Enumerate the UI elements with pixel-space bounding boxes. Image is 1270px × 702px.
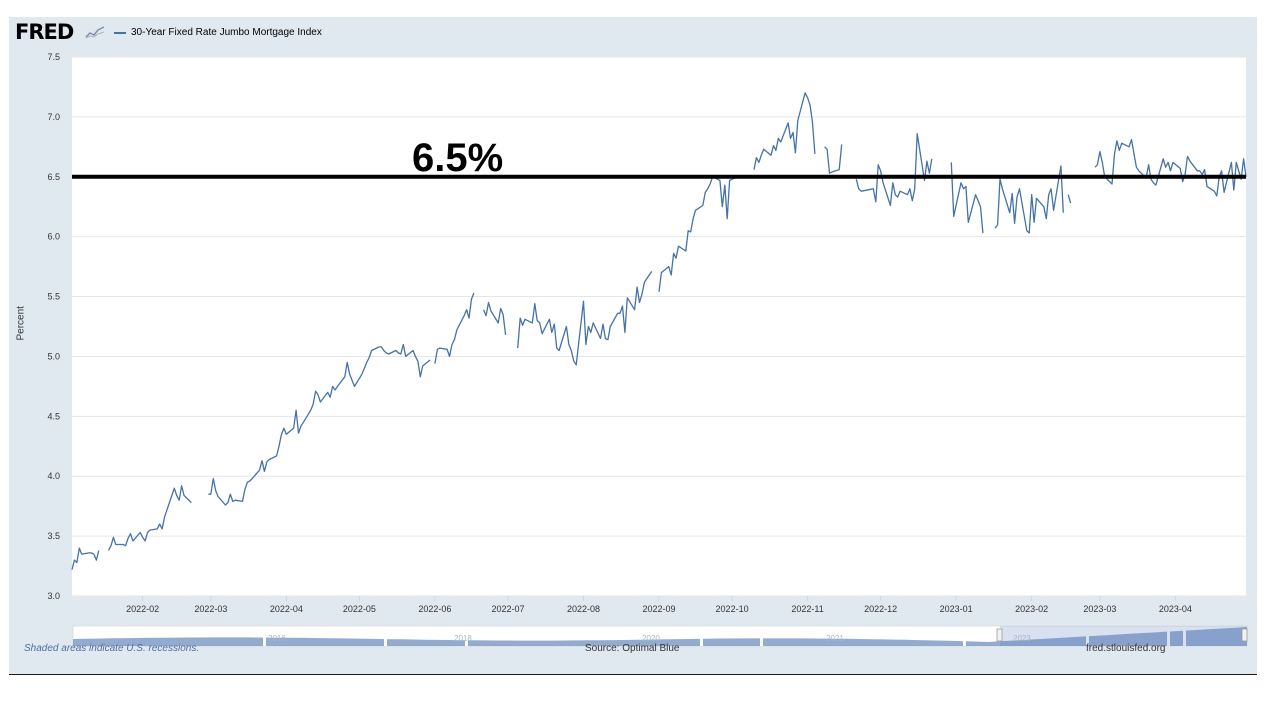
series-line-segment <box>994 165 1064 234</box>
x-tick-label: 2023-02 <box>1015 604 1048 614</box>
navigator-recession-gap <box>1086 628 1089 646</box>
x-axis: 2022-02 2022-03 2022-04 2022-05 2022-06 2022-… <box>126 596 1192 614</box>
navigator-recession-gap <box>760 628 763 646</box>
y-tick-label: 6.0 <box>47 232 60 242</box>
y-tick-label: 6.5 <box>47 172 60 182</box>
x-tick-label: 2022-09 <box>642 604 675 614</box>
x-tick-label: 2022-08 <box>567 604 600 614</box>
y-tick-label: 3.5 <box>47 531 60 541</box>
y-tick-label: 4.5 <box>47 411 60 421</box>
y-tick-label: 7.0 <box>47 112 60 122</box>
series-line-segment <box>855 133 933 207</box>
x-tick-label: 2022-10 <box>716 604 749 614</box>
source-note: Source: Optimal Blue <box>585 643 680 654</box>
navigator-selection <box>1000 626 1247 646</box>
x-tick-label: 2022-06 <box>418 604 451 614</box>
x-tick-label: 2022-02 <box>126 604 159 614</box>
x-tick-label: 2022-05 <box>343 604 376 614</box>
navigator: 2016 2018 2020 2021 2023 <box>72 625 1248 647</box>
y-tick-label: 3.0 <box>47 591 60 601</box>
x-tick-label: 2023-01 <box>940 604 973 614</box>
annotation-group: 6.5% <box>72 136 1246 180</box>
recession-note: Shaded areas indicate U.S. recessions. <box>24 643 200 654</box>
navigator-recession-gap <box>465 628 468 646</box>
series-line-segment <box>658 176 738 292</box>
reference-line-label: 6.5% <box>412 136 503 180</box>
x-tick-label: 2022-11 <box>791 604 823 614</box>
series-line-segment <box>208 343 431 506</box>
legend[interactable]: 30-Year Fixed Rate Jumbo Mortgage Index <box>114 27 322 38</box>
navigator-left-handle <box>996 628 1003 642</box>
x-tick-label: 2022-03 <box>194 604 227 614</box>
navigator-year-label: 2021 <box>826 634 844 643</box>
plot-background <box>72 57 1246 596</box>
y-tick-label: 4.0 <box>47 471 60 481</box>
series-line-segment <box>753 92 816 170</box>
series-line-segment <box>434 292 475 364</box>
navigator-year-label: 2023 <box>1013 634 1031 643</box>
series-line-segment <box>107 485 192 551</box>
series-line-segment <box>1067 194 1072 204</box>
x-tick-label: 2023-03 <box>1083 604 1116 614</box>
series-line-segment <box>71 547 100 570</box>
navigator-recession-gap <box>963 628 966 646</box>
navigator-right-handle <box>1241 628 1248 642</box>
series-line-segment <box>517 271 653 366</box>
navigator-recession-gap <box>700 628 703 646</box>
site-link[interactable]: fred.stlouisfed.org <box>1086 643 1166 654</box>
navigator-year-label: 2016 <box>268 634 286 643</box>
navigator-area <box>73 627 1247 646</box>
legend-swatch <box>114 31 126 34</box>
series-line-segment <box>950 162 984 234</box>
navigator-year-label: 2020 <box>642 634 660 643</box>
navigator-recession-gap <box>384 628 387 646</box>
legend-series-name: 30-Year Fixed Rate Jumbo Mortgage Index <box>131 27 322 38</box>
fred-logo[interactable]: FRED <box>15 20 74 44</box>
navigator-recession-gap <box>1183 628 1186 646</box>
y-axis-label: Percent <box>15 306 27 341</box>
chart-line-icon <box>85 25 105 39</box>
y-axis: 3.0 3.5 4.0 4.5 5.0 5.5 6.0 6.5 7.0 7.5 <box>47 52 60 601</box>
x-tick-label: 2022-07 <box>491 604 524 614</box>
navigator-year-label: 2018 <box>454 634 472 643</box>
x-tick-label: 2022-04 <box>270 604 303 614</box>
series-line-segment <box>483 301 507 335</box>
plot-area <box>72 57 1246 596</box>
navigator-recession-gap <box>1167 628 1170 646</box>
series-line-segment <box>824 144 843 174</box>
navigator-recession-gap <box>263 628 266 646</box>
y-tick-label: 5.0 <box>47 351 60 361</box>
y-tick-label: 5.5 <box>47 292 60 302</box>
x-tick-label: 2023-04 <box>1159 604 1192 614</box>
x-tick-label: 2022-12 <box>864 604 897 614</box>
y-tick-label: 7.5 <box>47 52 60 62</box>
